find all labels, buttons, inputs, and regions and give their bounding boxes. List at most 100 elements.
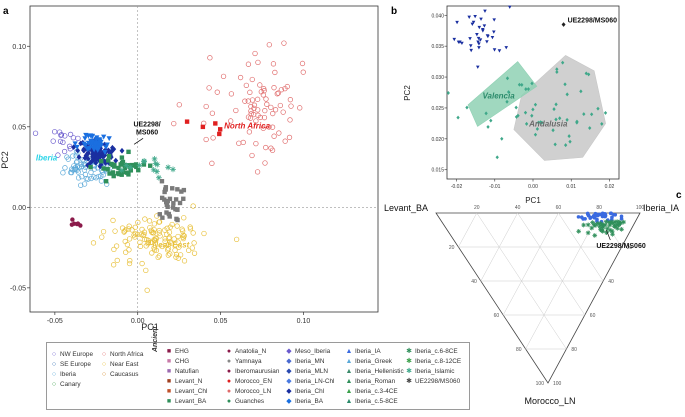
point-a	[184, 119, 190, 124]
point-b	[517, 82, 522, 87]
point-a	[179, 189, 184, 194]
legend-label: Iberia_Hellenistic	[355, 368, 404, 375]
point-a	[240, 139, 246, 146]
point-b	[523, 110, 528, 115]
legend-label: Iberia_MN	[295, 358, 325, 365]
ternary-axis-iberia-ia: Iberia_IA	[643, 203, 679, 213]
point-a	[81, 167, 88, 173]
ternary-point	[598, 227, 603, 233]
point-a	[287, 97, 294, 103]
ternary-annotation: UE2298/MS060	[596, 229, 646, 250]
point-b	[564, 143, 568, 148]
ternary-point-stroke	[586, 230, 591, 235]
point-a	[66, 143, 73, 149]
point-b	[586, 72, 591, 77]
point-a	[50, 138, 56, 144]
point-a	[115, 171, 121, 176]
point-a	[95, 173, 102, 180]
point-a	[110, 262, 117, 268]
ternary-point-stroke	[593, 223, 598, 228]
point-a	[81, 141, 87, 147]
point-a	[149, 250, 155, 256]
plot-a-axis-lines	[30, 6, 378, 312]
point-a	[147, 239, 154, 246]
point-a	[136, 162, 143, 169]
point-b	[465, 105, 469, 110]
legend-symbol: ●	[226, 358, 232, 365]
point-a	[92, 141, 99, 147]
annotation-leader-a	[133, 137, 144, 145]
ternary-tick-right: 20	[627, 245, 633, 251]
point-a	[300, 69, 306, 75]
point-a	[253, 118, 259, 124]
point-a	[181, 187, 187, 193]
point-a	[119, 172, 124, 177]
legend-ancient-item: ● Anatolia_N	[225, 347, 266, 356]
point-a	[167, 196, 173, 202]
legend-symbol: ●	[226, 398, 232, 405]
ytick-label-b: 0.030	[431, 75, 444, 81]
legend-label: Iberia_IA	[355, 348, 381, 355]
point-a	[266, 124, 272, 130]
ternary-point	[592, 223, 598, 228]
ytick-label-b: 0.035	[431, 44, 444, 50]
point-a	[261, 114, 268, 121]
point-b	[584, 71, 588, 76]
point-a	[60, 139, 66, 146]
ternary-plot-c: 20 20 20 40 40 40 60 60 60 80 80 80 100 100 100 Levant…	[384, 203, 679, 406]
ternary-point	[600, 223, 606, 229]
point-b	[526, 87, 531, 91]
point-a	[110, 217, 116, 224]
legend-ancient-item: ✱ UE2298/MS060	[405, 377, 460, 386]
ternary-point	[615, 222, 621, 228]
point-a-stroke	[137, 163, 142, 168]
ternary-point-stroke	[619, 227, 624, 232]
ternary-point	[609, 211, 613, 216]
point-a	[132, 231, 139, 237]
point-b	[565, 117, 569, 122]
point-a	[135, 219, 141, 226]
point-a	[157, 212, 162, 217]
ternary-tick-top: 20	[474, 205, 480, 211]
point-a	[71, 163, 77, 169]
legend-symbol: ■	[166, 368, 172, 375]
legend-symbol: ◆	[286, 368, 292, 375]
point-a	[165, 252, 171, 258]
point-a	[119, 147, 125, 154]
point-a	[274, 91, 280, 97]
point-a	[143, 267, 149, 274]
point-b	[563, 82, 567, 87]
plot-b-region-labels: Valencia Andalusia	[483, 92, 568, 129]
point-b	[460, 41, 464, 46]
ternary-point-stroke	[610, 229, 615, 234]
point-a	[203, 103, 209, 110]
point-a	[207, 55, 213, 61]
point-a	[260, 125, 266, 131]
point-b	[456, 115, 460, 120]
plot-b-points	[446, 5, 608, 160]
legend-ancient-item: ✱ Iberia_c.6-8CE	[405, 347, 458, 356]
legend-symbol: ✱	[406, 358, 412, 365]
point-b	[505, 99, 509, 104]
point-a	[136, 167, 141, 173]
point-a	[123, 162, 130, 169]
point-a	[98, 178, 105, 184]
point-a	[156, 230, 163, 236]
point-a	[272, 107, 279, 113]
point-a	[213, 121, 218, 126]
point-a	[97, 143, 103, 149]
point-a	[141, 236, 148, 242]
point-b	[536, 120, 541, 125]
point-a	[165, 164, 171, 171]
point-a	[200, 124, 206, 130]
point-a	[100, 228, 107, 235]
ternary-frame	[435, 212, 641, 384]
point-a	[76, 154, 82, 161]
point-a	[151, 221, 158, 227]
point-b	[538, 120, 543, 125]
point-a	[106, 148, 112, 154]
point-a	[144, 236, 150, 243]
legend-modern-item: ○ North Africa	[100, 350, 144, 359]
point-a	[299, 60, 306, 67]
